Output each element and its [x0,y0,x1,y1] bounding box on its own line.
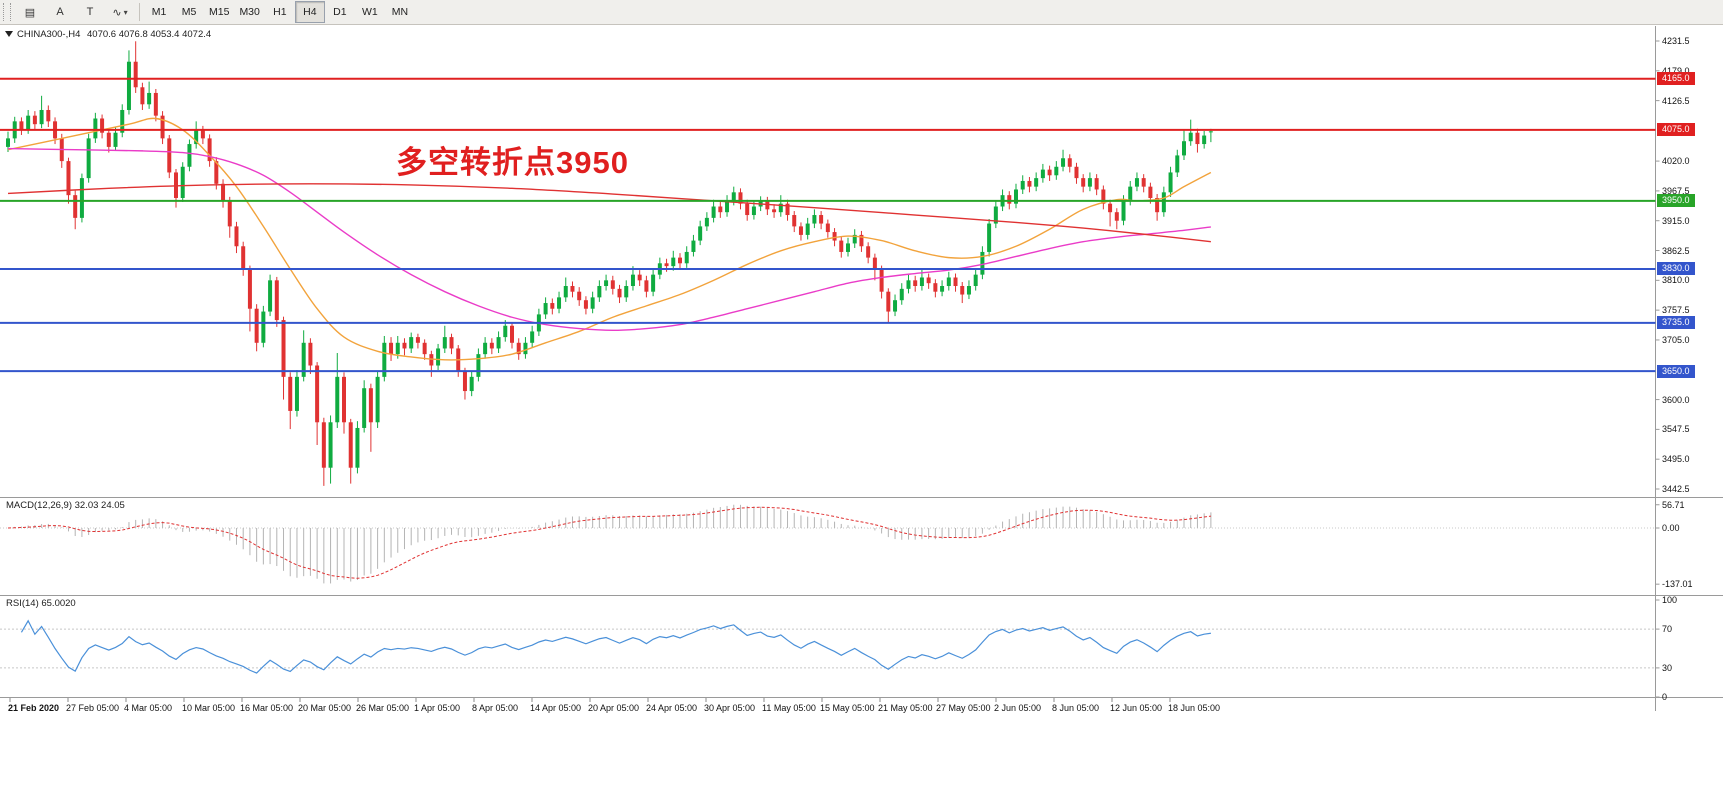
candlestick-series [6,41,1213,486]
macd-signal-line [7,506,1211,579]
toolbar: ▤ A T ∿ ▾ M1 M5 M15 M30 H1 H4 D1 W1 MN [0,0,1723,25]
toolbar-icons: ▤ A T ∿ ▾ [15,1,135,23]
ma-fast-line [7,117,1212,361]
tf-button-m5[interactable]: M5 [181,6,197,18]
tf-button-m1[interactable]: M1 [151,6,167,18]
rsi-line [20,619,1211,674]
tf-button-h4[interactable]: H4 [294,1,325,23]
timeframe-buttons: M1 M5 M15 M30 H1 H4 D1 W1 MN [144,1,415,23]
tf-button-m30[interactable]: M30 [239,6,260,18]
macd-histogram [14,504,1212,584]
tf-button-mn[interactable]: MN [391,6,409,18]
tf-button-h1[interactable]: H1 [273,6,287,18]
tf-button-m15[interactable]: M15 [209,6,230,18]
text-tool-icon[interactable]: T [86,6,94,18]
chart-canvas[interactable] [0,25,1723,793]
indicator-zigzag-icon[interactable]: ∿ ▾ [112,6,128,19]
chevron-down-icon[interactable]: ▾ [123,7,128,17]
ma-slow-line [7,183,1211,243]
tf-button-w1[interactable]: W1 [362,6,378,18]
chart-area[interactable] [0,25,1723,793]
tf-button-d1[interactable]: D1 [333,6,347,18]
ma-mid-line [7,147,1211,331]
toolbar-separator [139,3,140,21]
font-a-icon[interactable]: A [56,6,64,18]
chart-list-icon[interactable]: ▤ [24,6,36,19]
toolbar-grip-icon[interactable] [3,3,11,21]
